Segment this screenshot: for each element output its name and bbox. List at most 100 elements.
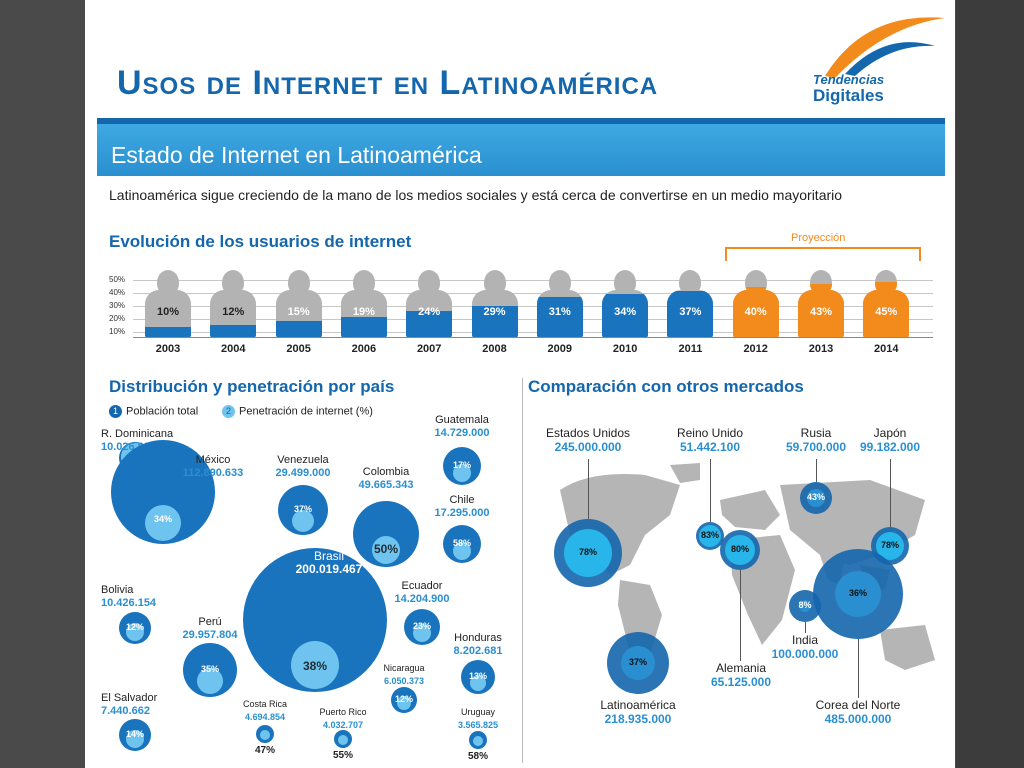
figure-head [157,270,179,295]
bar-value-label: 34% [614,306,637,318]
market-penetration-value: 8% [798,600,812,610]
legend-number-2: 2 [222,405,235,418]
banner-title: Estado de Internet en Latinoamérica [111,142,482,168]
country-name: Chile [449,494,475,506]
penetration-circle [470,675,486,691]
market-population: 99.182.000 [859,440,921,454]
penetration-circle [126,623,144,641]
figure-head-fill [810,284,832,295]
logo-line-1: Tendencias [813,72,885,87]
figure-body-fill [602,294,649,338]
figure-body [798,290,844,338]
y-tick-label: 40% [109,288,126,297]
market-label: India 100.000.000 [735,633,875,661]
subtitle: Latinoamérica sigue creciendo de la mano… [109,187,843,203]
penetration-value: 34% [153,514,172,524]
infographic-page: Usos de Internet en Latinoamérica Tenden… [85,0,955,768]
market-penetration-circle [699,525,721,547]
legend-population-label: Población total [126,405,199,418]
penetration-circle [338,735,348,745]
year-label: 2011 [678,343,703,355]
gridline [133,306,933,307]
country-label: Colombia 49.665.343 [316,466,456,492]
user-figure-bar: 19% [340,270,387,338]
market-label: Reino Unido 51.442.100 [640,426,780,454]
country-population: 49.665.343 [358,479,414,491]
penetration-value: 50% [373,542,399,556]
penetration-value: 13% [468,671,487,681]
country-label: Guatemala 14.729.000 [392,414,532,440]
market-penetration-circle [807,489,825,507]
bar-value-label: 40% [744,306,767,318]
country-label: Costa Rica 4.694.854 [195,698,335,724]
figure-body-fill [340,317,387,338]
country-population: 7.440.662 [101,705,150,717]
penetration-value: 37% [293,504,312,514]
market-population: 59.700.000 [785,440,847,454]
country-label: Perú 29.957.804 [140,616,280,642]
country-name: Puerto Rico [319,707,367,717]
y-tick-label: 20% [109,314,126,323]
market-penetration-value: 78% [880,540,899,550]
year-label: 2012 [743,343,768,355]
year-label: 2004 [221,343,246,355]
country-population: 4.694.854 [244,712,286,722]
country-name: Perú [198,616,222,628]
market-penetration-circle [564,529,612,577]
user-figure-bar: 24% [406,270,453,338]
figure-body [863,290,910,338]
gridline [133,293,933,294]
market-penetration-circle [835,571,881,617]
country-label: Nicaragua 6.050.373 [334,662,474,688]
logo-text: Tendencias Digitales [813,72,884,104]
market-penetration-value: 36% [848,588,867,598]
country-name: El Salvador [101,692,158,704]
leader-line [858,639,859,698]
country-label: Venezuela 29.499.000 [233,454,373,480]
user-figure-bar: 45% [863,270,910,338]
penetration-value: 58% [452,538,471,548]
figure-head [810,270,832,295]
chart-baseline [133,337,933,338]
market-name: Japón [873,426,907,440]
penetration-circle [291,641,339,689]
penetration-value: 58% [467,751,488,762]
country-label: Bolivia 10.426.154 [101,584,156,610]
year-label: 2008 [482,343,507,355]
bar-value-label: 37% [679,306,702,318]
market-penetration-value: 43% [806,492,825,502]
figure-head [222,270,245,295]
leader-line [805,622,806,633]
penetration-value: 14% [125,729,144,739]
market-label: Alemania 65.125.000 [671,661,811,689]
market-label: Japón 99.182.000 [820,426,955,454]
market-name: Alemania [715,661,767,675]
figure-body [210,290,257,338]
penetration-value: 55% [332,750,353,761]
country-label: Honduras 8.202.681 [408,632,548,658]
country-population: 29.499.000 [275,467,331,479]
country-label: Chile 17.295.000 [392,494,532,520]
penetration-value: 12% [394,694,413,704]
figure-head [352,270,375,295]
market-label: Estados Unidos 245.000.000 [518,426,658,454]
market-label: Corea del Norte 485.000.000 [788,698,928,726]
penetration-value: 38% [302,659,328,673]
figure-body-fill [471,306,518,338]
penetration-circle [453,542,471,560]
bar-value-label: 43% [809,306,833,318]
country-name: Guatemala [435,414,489,426]
country-population: 6.050.373 [383,676,425,686]
market-penetration-circle [799,600,811,612]
main-title: Usos de Internet en Latinoamérica [117,64,659,102]
penetration-value: 47% [254,745,275,756]
country-label: El Salvador 7.440.662 [101,692,157,718]
market-penetration-value: 83% [700,530,719,540]
market-name: Latinoamérica [600,698,676,712]
figure-head [548,270,571,295]
market-population: 100.000.000 [771,647,839,661]
country-name: Venezuela [277,454,329,466]
logo-line-2: Digitales [813,86,884,105]
user-figure-bar: 43% [798,270,844,338]
figure-body [340,290,387,338]
